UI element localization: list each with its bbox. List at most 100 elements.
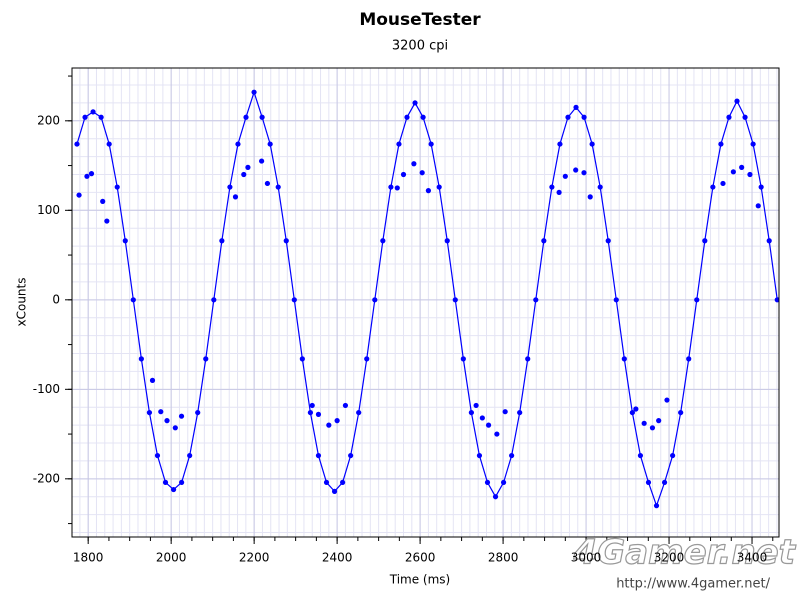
point [637,452,644,459]
point [372,297,378,303]
x-tick-label: 3400 [737,551,768,565]
x-tick-label: 2000 [156,551,187,565]
chart-title: MouseTester [359,10,481,30]
point [621,356,627,362]
point [597,184,603,190]
point [348,452,354,459]
watermark-url: http://www.4gamer.net/ [616,577,770,592]
point [485,422,492,428]
point [758,184,764,190]
point [694,297,700,303]
point [484,479,491,486]
point [702,238,708,244]
point [219,238,225,244]
point [750,141,756,147]
point [162,479,169,486]
point [179,479,185,486]
point [473,402,479,409]
point [172,425,178,431]
watermark: 4Gamer.net [573,533,797,573]
point [533,297,539,303]
point [241,171,247,178]
point [556,189,562,196]
point [259,158,265,164]
point [444,238,450,244]
point [641,420,647,426]
point [283,238,289,244]
point [227,184,233,190]
x-tick-label: 3000 [571,551,602,565]
x-tick-label: 2400 [322,551,353,565]
point [549,184,555,190]
point [195,409,201,416]
point [307,409,314,416]
point [342,402,349,409]
point [291,297,297,303]
point [106,141,112,147]
plot [74,89,779,509]
x-tick-label: 2600 [405,551,436,565]
point [88,171,95,177]
point [164,418,170,424]
point [84,173,90,179]
point [656,418,662,424]
point [589,141,595,147]
point [331,488,338,494]
point [468,409,474,416]
point [661,479,668,486]
point [380,238,386,244]
point [154,452,161,459]
point [678,409,684,416]
point [557,141,563,147]
y-tick-label: -200 [33,471,60,485]
point [299,356,305,362]
y-tick-label: 200 [37,113,60,127]
point [517,409,523,416]
y-tick-label: -100 [33,382,60,396]
point [82,114,88,120]
point [565,114,571,120]
point [629,409,635,416]
point [476,452,483,459]
point [562,173,568,179]
point [130,297,136,303]
point [739,164,745,170]
point [243,114,249,120]
point [170,486,177,493]
point [411,161,417,167]
point [315,452,322,459]
point [187,452,193,459]
grid [65,68,779,544]
point [509,452,515,459]
point [420,114,426,120]
x-tick-label: 1800 [73,551,104,565]
point [76,192,82,198]
point [178,413,185,419]
point [203,356,209,362]
point [98,114,104,120]
point [340,479,346,486]
x-tick-label: 3200 [654,551,685,565]
point [587,194,593,200]
point [613,297,619,303]
point [232,194,239,200]
point [149,377,156,383]
point [573,104,579,110]
point [419,170,425,176]
point [356,409,362,416]
point [245,164,251,170]
x-tick-label: 2800 [488,551,519,565]
point [100,198,106,204]
point [74,141,80,147]
point [664,397,670,403]
chart-subtitle: 3200 cpi [392,39,448,54]
series-line [76,90,778,508]
point [275,184,281,190]
point [138,356,144,362]
point [605,238,611,244]
point [412,100,418,106]
point [114,184,120,190]
point [525,356,531,362]
point [396,141,402,147]
